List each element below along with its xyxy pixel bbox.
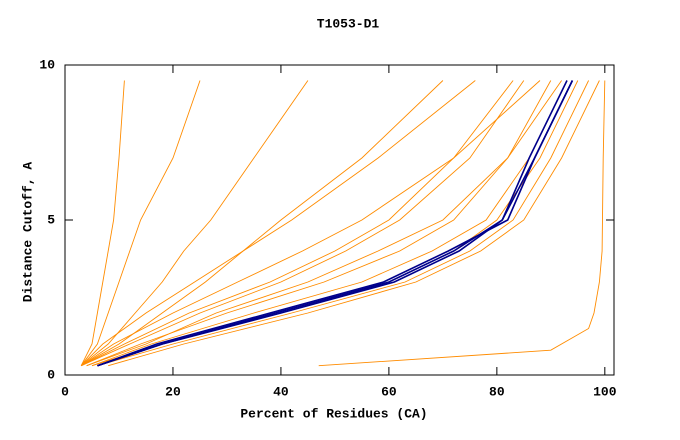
series-line <box>91 80 579 367</box>
series-line <box>80 80 201 366</box>
series-line <box>91 80 568 367</box>
x-tick-label: 60 <box>381 384 397 399</box>
x-axis-label: Percent of Residues (CA) <box>240 406 427 421</box>
series-line <box>97 80 574 367</box>
x-tick-label: 100 <box>593 384 617 399</box>
series-line <box>80 80 444 367</box>
series-line <box>318 80 606 367</box>
y-tick-label: 0 <box>47 367 55 382</box>
y-tick-label: 5 <box>47 212 55 227</box>
series-line <box>80 80 514 367</box>
x-tick-label: 0 <box>61 384 69 399</box>
series-line <box>80 80 476 367</box>
series-line <box>80 80 541 367</box>
series-line <box>97 80 590 367</box>
series-line <box>80 80 125 366</box>
y-axis-label: Distance Cutoff, A <box>20 162 35 303</box>
series-line <box>86 80 552 367</box>
x-tick-label: 20 <box>165 384 181 399</box>
y-tick-label: 10 <box>39 57 55 72</box>
plot-frame <box>64 64 615 376</box>
chart-title: T1053-D1 <box>317 16 380 31</box>
x-tick-label: 40 <box>273 384 289 399</box>
series-line <box>108 80 600 367</box>
series-line <box>86 80 562 367</box>
series-line <box>81 80 525 367</box>
x-tick-label: 80 <box>489 384 505 399</box>
series-line <box>80 80 309 367</box>
